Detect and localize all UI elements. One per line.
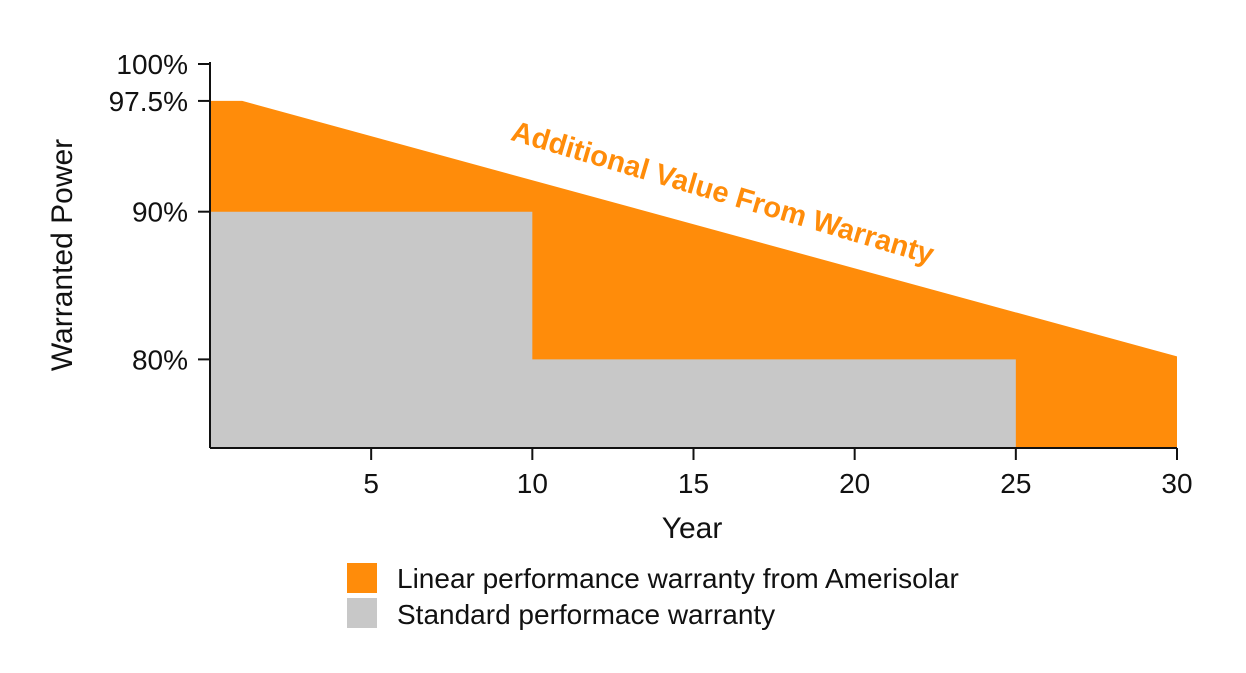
legend-swatch-linear xyxy=(347,563,377,593)
legend-swatch-standard xyxy=(347,598,377,628)
x-tick-label: 10 xyxy=(517,468,548,499)
legend: Linear performance warranty from Ameriso… xyxy=(347,563,959,630)
legend-label-linear: Linear performance warranty from Ameriso… xyxy=(397,563,959,594)
x-tick-label: 5 xyxy=(363,468,379,499)
y-tick-label: 100% xyxy=(116,49,188,80)
x-tick-label: 20 xyxy=(839,468,870,499)
plot-area xyxy=(210,100,1177,448)
y-tick-label: 97.5% xyxy=(109,86,188,117)
axes: 5 10 15 20 25 30 100% 97.5% 90% 80% xyxy=(109,49,1193,499)
y-axis-title: Warranted Power xyxy=(46,139,79,371)
x-axis-title: Year xyxy=(662,512,723,545)
x-tick-label: 15 xyxy=(678,468,709,499)
x-tick-label: 25 xyxy=(1000,468,1031,499)
y-tick-label: 90% xyxy=(132,197,188,228)
x-tick-label: 30 xyxy=(1161,468,1192,499)
area-series-standard xyxy=(210,211,1016,448)
y-tick-label: 80% xyxy=(132,344,188,375)
legend-label-standard: Standard performace warranty xyxy=(397,599,775,630)
